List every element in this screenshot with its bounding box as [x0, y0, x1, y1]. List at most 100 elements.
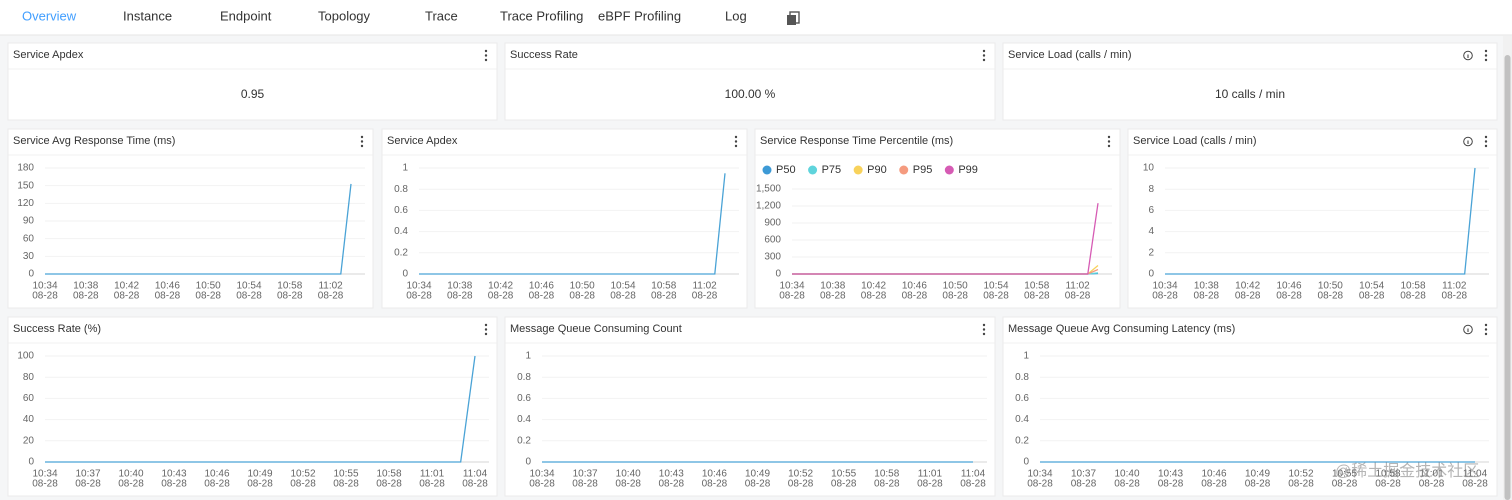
x-tick-label: 10:43 — [1158, 469, 1183, 480]
x-tick-label: 11:02 — [318, 281, 343, 292]
card-title: Service Avg Response Time (ms) — [13, 135, 175, 147]
menu-dot — [1484, 58, 1488, 62]
menu-dot — [734, 135, 738, 139]
tab[interactable]: Log — [725, 8, 747, 23]
x-tick-date: 08-28 — [902, 291, 928, 302]
menu-button[interactable] — [480, 321, 492, 338]
x-tick-date: 08-28 — [1024, 291, 1050, 302]
menu-dot — [734, 144, 738, 148]
x-tick-label: 10:54 — [983, 281, 1008, 292]
y-tick-label: 4 — [1148, 226, 1154, 237]
tab[interactable]: Topology — [318, 8, 371, 23]
x-tick-date: 08-28 — [610, 291, 636, 302]
x-tick-date: 08-28 — [572, 479, 598, 490]
y-tick-label: 60 — [23, 393, 35, 404]
x-tick-date: 08-28 — [702, 479, 728, 490]
series-line — [419, 173, 726, 275]
x-tick-label: 10:54 — [1359, 281, 1384, 292]
legend-label: P90 — [867, 164, 887, 176]
menu-button[interactable] — [730, 133, 742, 150]
x-tick-label: 10:46 — [1276, 281, 1301, 292]
x-tick-label: 10:34 — [406, 281, 431, 292]
x-tick-date: 08-28 — [820, 291, 846, 302]
tab[interactable]: Trace — [425, 8, 458, 23]
x-tick-date: 08-28 — [831, 479, 857, 490]
menu-button[interactable] — [480, 47, 492, 64]
x-tick-label: 10:46 — [204, 469, 229, 480]
card — [7, 128, 374, 309]
x-tick-label: 10:46 — [529, 281, 554, 292]
x-tick-label: 10:49 — [1245, 469, 1270, 480]
info-icon — [1463, 324, 1473, 335]
copy-icon[interactable] — [787, 11, 800, 25]
y-tick-label: 0.6 — [394, 205, 408, 216]
x-tick-label: 10:34 — [779, 281, 804, 292]
x-tick-label: 11:01 — [420, 469, 445, 480]
menu-dot — [1107, 135, 1111, 139]
menu-button[interactable] — [1480, 133, 1492, 150]
x-tick-label: 10:34 — [1027, 469, 1052, 480]
x-tick-date: 08-28 — [290, 479, 316, 490]
x-tick-date: 08-28 — [1400, 291, 1426, 302]
icon-part — [787, 15, 796, 25]
menu-button[interactable] — [1480, 47, 1492, 64]
x-tick-label: 10:52 — [290, 469, 315, 480]
legend-swatch — [762, 165, 772, 175]
x-tick-label: 10:46 — [902, 281, 927, 292]
x-tick-date: 08-28 — [779, 291, 805, 302]
card-title: Service Apdex — [387, 135, 458, 147]
x-tick-label: 10:55 — [333, 469, 358, 480]
menu-button[interactable] — [356, 133, 368, 150]
tab[interactable]: Endpoint — [220, 8, 272, 23]
x-tick-date: 08-28 — [462, 479, 488, 490]
y-tick-label: 900 — [764, 218, 781, 229]
x-tick-label: 10:37 — [573, 469, 598, 480]
menu-dot — [982, 58, 986, 62]
x-tick-label: 10:38 — [73, 281, 98, 292]
x-tick-label: 11:04 — [463, 469, 488, 480]
x-tick-date: 08-28 — [874, 479, 900, 490]
tab[interactable]: Instance — [123, 8, 172, 23]
y-tick-label: 60 — [23, 233, 35, 244]
legend-label: P99 — [958, 164, 978, 176]
menu-button[interactable] — [978, 47, 990, 64]
card — [381, 128, 748, 309]
tab[interactable]: Overview — [22, 8, 77, 23]
x-tick-date: 08-28 — [1201, 479, 1227, 490]
y-tick-label: 300 — [764, 252, 781, 263]
menu-dot — [484, 49, 488, 53]
x-tick-label: 10:58 — [376, 469, 401, 480]
menu-button[interactable] — [1103, 133, 1115, 150]
stat-value: 100.00 % — [725, 87, 776, 101]
tab-bar — [0, 0, 1512, 35]
x-tick-date: 08-28 — [1235, 291, 1261, 302]
x-tick-date: 08-28 — [114, 291, 140, 302]
legend-swatch — [808, 165, 818, 175]
x-tick-date: 08-28 — [75, 479, 101, 490]
y-tick-label: 20 — [23, 435, 35, 446]
x-tick-label: 10:54 — [610, 281, 635, 292]
scrollbar-thumb[interactable] — [1504, 55, 1511, 500]
menu-dot — [360, 144, 364, 148]
x-tick-date: 08-28 — [161, 479, 187, 490]
x-tick-date: 08-28 — [195, 291, 221, 302]
x-tick-date: 08-28 — [692, 291, 718, 302]
menu-button[interactable] — [978, 321, 990, 338]
y-tick-label: 1 — [1023, 351, 1029, 362]
x-tick-label: 10:38 — [820, 281, 845, 292]
x-tick-date: 08-28 — [983, 291, 1009, 302]
tab[interactable]: Trace Profiling — [500, 8, 583, 23]
card-title: Message Queue Consuming Count — [510, 323, 682, 335]
x-tick-label: 10:58 — [277, 281, 302, 292]
y-tick-label: 150 — [17, 180, 34, 191]
x-tick-date: 08-28 — [277, 291, 303, 302]
y-tick-label: 0.4 — [1015, 414, 1029, 425]
x-tick-label: 10:37 — [1071, 469, 1096, 480]
menu-button[interactable] — [1480, 321, 1492, 338]
card — [504, 316, 996, 497]
x-tick-date: 08-28 — [333, 479, 359, 490]
y-tick-label: 0 — [1023, 457, 1029, 468]
watermark: @稀土掘金技术社区 — [1335, 462, 1479, 480]
tab[interactable]: eBPF Profiling — [598, 8, 681, 23]
